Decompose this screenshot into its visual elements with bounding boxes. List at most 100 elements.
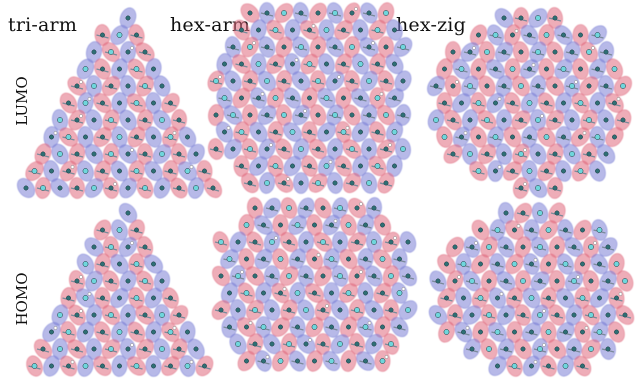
atom-carbon bbox=[176, 117, 182, 123]
atom-carbon bbox=[307, 163, 312, 169]
atom-nitrogen bbox=[535, 185, 541, 191]
atom-nitrogen bbox=[596, 227, 603, 233]
atom-carbon bbox=[213, 146, 219, 152]
atom-nitrogen bbox=[221, 95, 228, 101]
atom-nitrogen bbox=[303, 307, 309, 313]
atom-carbon bbox=[222, 61, 227, 67]
atom-nitrogen bbox=[388, 273, 394, 279]
atom-carbon bbox=[235, 239, 241, 245]
atom-hydrogen bbox=[248, 321, 253, 325]
atom-hydrogen bbox=[354, 7, 358, 11]
atom-carbon bbox=[290, 61, 295, 67]
atom-carbon bbox=[501, 151, 507, 157]
atom-nitrogen bbox=[537, 312, 543, 318]
atom-carbon bbox=[151, 134, 156, 140]
atom-nitrogen bbox=[252, 307, 258, 313]
atom-carbon bbox=[552, 83, 558, 89]
atom-nitrogen bbox=[354, 307, 360, 313]
atom-hydrogen bbox=[616, 97, 621, 101]
atom-hydrogen bbox=[294, 58, 299, 62]
atom-nitrogen bbox=[133, 363, 140, 369]
atom-carbon bbox=[307, 27, 312, 33]
atom-carbon bbox=[74, 117, 80, 123]
atom-carbon bbox=[247, 78, 253, 84]
atom-carbon bbox=[392, 27, 397, 33]
atom-nitrogen bbox=[518, 151, 524, 157]
atom-carbon bbox=[222, 129, 227, 135]
atom-carbon bbox=[142, 244, 148, 250]
atom-nitrogen bbox=[535, 49, 541, 55]
atom-nitrogen bbox=[218, 239, 224, 245]
atom-carbon bbox=[329, 222, 334, 228]
atom-carbon bbox=[478, 227, 483, 233]
atom-nitrogen bbox=[108, 49, 114, 55]
atom-hydrogen bbox=[337, 75, 341, 79]
atom-nitrogen bbox=[492, 32, 499, 38]
atom-nitrogen bbox=[269, 239, 275, 245]
atom-carbon bbox=[303, 205, 309, 211]
atom-nitrogen bbox=[311, 324, 318, 330]
atom-carbon bbox=[151, 295, 156, 301]
atom-carbon bbox=[392, 95, 397, 101]
atom-carbon bbox=[452, 278, 458, 284]
atom-carbon bbox=[552, 117, 558, 123]
atom-carbon bbox=[244, 324, 249, 330]
atom-carbon bbox=[383, 44, 389, 50]
atom-carbon bbox=[91, 244, 97, 250]
atom-carbon bbox=[286, 239, 292, 245]
atom-carbon bbox=[554, 346, 560, 352]
atom-carbon bbox=[563, 295, 568, 301]
atom-nitrogen bbox=[328, 358, 335, 364]
atom-carbon bbox=[467, 49, 473, 55]
atom-carbon bbox=[578, 66, 583, 72]
atom-nitrogen bbox=[400, 44, 406, 50]
atom-nitrogen bbox=[31, 168, 38, 174]
atom-carbon bbox=[324, 129, 329, 135]
atom-nitrogen bbox=[142, 278, 148, 284]
atom-hydrogen bbox=[455, 80, 459, 84]
atom-nitrogen bbox=[391, 129, 398, 135]
atom-nitrogen bbox=[396, 290, 403, 296]
atom-carbon bbox=[341, 61, 346, 67]
atom-carbon bbox=[392, 163, 397, 169]
atom-nitrogen bbox=[277, 358, 284, 364]
atom-carbon bbox=[380, 290, 385, 296]
atom-carbon bbox=[264, 10, 270, 16]
atom-carbon bbox=[383, 146, 389, 152]
atom-nitrogen bbox=[306, 61, 313, 67]
atom-nitrogen bbox=[116, 32, 123, 38]
atom-nitrogen bbox=[108, 244, 114, 250]
atom-carbon bbox=[151, 329, 156, 335]
atom-nitrogen bbox=[469, 278, 475, 284]
atom-hydrogen bbox=[533, 258, 538, 262]
atom-nitrogen bbox=[82, 295, 89, 301]
atom-nitrogen bbox=[243, 222, 250, 228]
atom-carbon bbox=[261, 222, 266, 228]
atom-carbon bbox=[295, 324, 300, 330]
atom-nitrogen bbox=[286, 273, 292, 279]
atom-carbon bbox=[256, 27, 261, 33]
atom-carbon bbox=[281, 180, 287, 186]
atom-carbon bbox=[49, 168, 54, 174]
atom-nitrogen bbox=[294, 290, 301, 296]
atom-carbon bbox=[125, 244, 131, 250]
atom-carbon bbox=[518, 15, 524, 21]
atom-nitrogen bbox=[108, 151, 114, 157]
atom-nitrogen bbox=[91, 185, 97, 191]
atom-carbon bbox=[383, 180, 389, 186]
atom-hydrogen bbox=[371, 41, 375, 45]
atom-carbon bbox=[510, 32, 515, 38]
atom-carbon bbox=[544, 100, 549, 106]
atom-nitrogen bbox=[142, 185, 148, 191]
atom-carbon bbox=[529, 227, 534, 233]
atom-carbon bbox=[597, 261, 602, 267]
atom-carbon bbox=[159, 83, 165, 89]
atom-hydrogen bbox=[87, 292, 92, 296]
atom-carbon bbox=[74, 346, 80, 352]
atom-carbon bbox=[349, 112, 355, 118]
atom-hydrogen bbox=[282, 287, 287, 291]
atom-nitrogen bbox=[526, 100, 533, 106]
atom-carbon bbox=[495, 363, 500, 369]
atom-carbon bbox=[469, 244, 475, 250]
atom-carbon bbox=[371, 341, 377, 347]
